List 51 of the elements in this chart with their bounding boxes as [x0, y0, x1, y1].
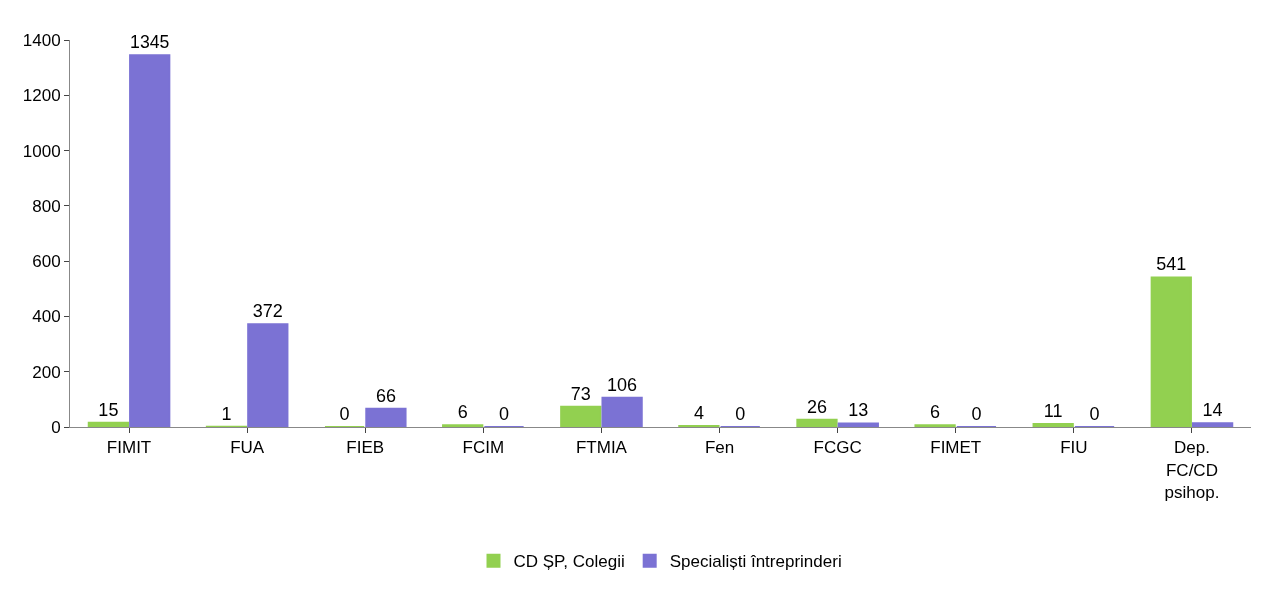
data-label: 6	[457, 402, 468, 423]
data-label: 4	[693, 402, 704, 423]
data-label: 0	[971, 404, 982, 424]
y-tick-label: 0	[51, 417, 61, 437]
data-label: 106	[607, 374, 638, 395]
x-tick-label: FCIM	[462, 438, 505, 458]
x-tick-label: FIEB	[346, 438, 385, 458]
bar	[1032, 422, 1074, 427]
y-tick-label: 1200	[22, 86, 61, 106]
bar	[129, 54, 171, 427]
data-label: 541	[1156, 254, 1187, 275]
data-label: 13	[848, 400, 869, 421]
x-tick-label: FCGC	[813, 438, 862, 458]
data-label: 0	[1089, 404, 1100, 424]
x-tick-label: Dep. FC/CD psihop.	[1164, 438, 1220, 502]
x-tick-label: Fen	[704, 438, 735, 458]
legend-label: CD ȘP, Colegii	[513, 552, 625, 572]
bar	[837, 422, 879, 427]
x-tick-label: FUA	[230, 438, 265, 458]
data-label: 14	[1202, 400, 1223, 421]
x-tick-label: FTMIA	[575, 438, 628, 458]
x-tick-label: FIMET	[930, 438, 982, 458]
bar	[560, 405, 602, 427]
bar	[1191, 422, 1234, 427]
data-label: 0	[735, 404, 746, 424]
data-label: 6	[930, 402, 941, 423]
y-tick-label: 800	[32, 196, 61, 216]
bar	[796, 418, 838, 427]
data-label: 26	[806, 396, 827, 417]
y-tick-label: 400	[32, 307, 61, 327]
bar	[601, 396, 643, 427]
bar	[87, 421, 130, 427]
bar	[1150, 276, 1192, 427]
data-label: 0	[339, 404, 350, 424]
x-tick-label: FIMIT	[106, 438, 152, 458]
bar	[247, 323, 289, 427]
y-tick-label: 1400	[22, 30, 61, 50]
data-label: 0	[499, 404, 510, 424]
y-tick-label: 600	[32, 252, 61, 272]
x-tick-label: FIU	[1060, 438, 1088, 458]
data-label: 11	[1043, 400, 1063, 421]
y-tick-label: 1000	[22, 141, 61, 161]
legend-label: Specialiști întreprinderi	[669, 552, 842, 572]
data-label: 66	[375, 385, 396, 406]
data-label: 73	[570, 383, 591, 404]
data-label: 1345	[130, 32, 170, 53]
y-tick-label: 200	[32, 362, 61, 382]
bar	[365, 407, 407, 427]
data-label: 372	[252, 301, 283, 322]
data-label: 1	[221, 403, 232, 424]
data-label: 15	[98, 399, 119, 420]
